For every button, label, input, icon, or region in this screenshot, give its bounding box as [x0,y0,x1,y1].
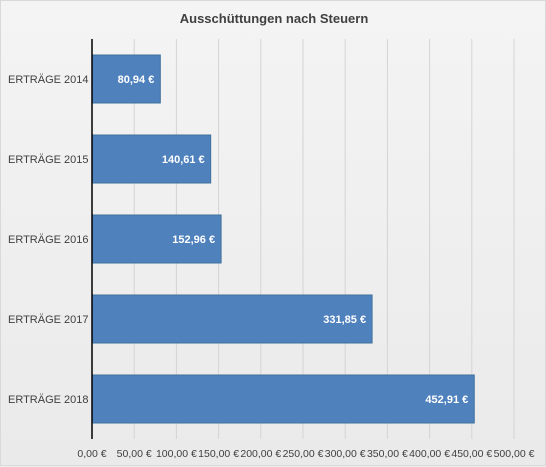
x-tick-label: 450,00 € [451,448,492,460]
data-label: 331,85 € [323,314,366,326]
x-tick-label: 350,00 € [367,448,408,460]
bar [91,214,222,264]
bar [91,54,161,104]
x-tick-label: 50,00 € [117,448,152,460]
x-tick-label: 100,00 € [156,448,197,460]
x-tick-label: 400,00 € [409,448,450,460]
data-label: 80,94 € [118,74,155,86]
bar [91,294,373,344]
category-label: ERTRÄGE 2014 [8,74,89,86]
category-label: ERTRÄGE 2015 [8,154,89,166]
data-label: 452,91 € [425,394,468,406]
x-tick-label: 250,00 € [283,448,324,460]
bar [91,134,212,184]
x-tick-label: 500,00 € [494,448,535,460]
category-label: ERTRÄGE 2016 [8,234,89,246]
x-tick-label: 300,00 € [325,448,366,460]
x-tick-label: 0,00 € [77,448,106,460]
x-tick-label: 200,00 € [240,448,281,460]
chart-title: Ausschüttungen nach Steuern [179,11,369,26]
category-label: ERTRÄGE 2018 [8,394,89,406]
data-label: 152,96 € [172,234,215,246]
category-label: ERTRÄGE 2017 [8,314,89,326]
bar [91,374,475,424]
x-tick-label: 150,00 € [198,448,239,460]
data-label: 140,61 € [162,154,205,166]
